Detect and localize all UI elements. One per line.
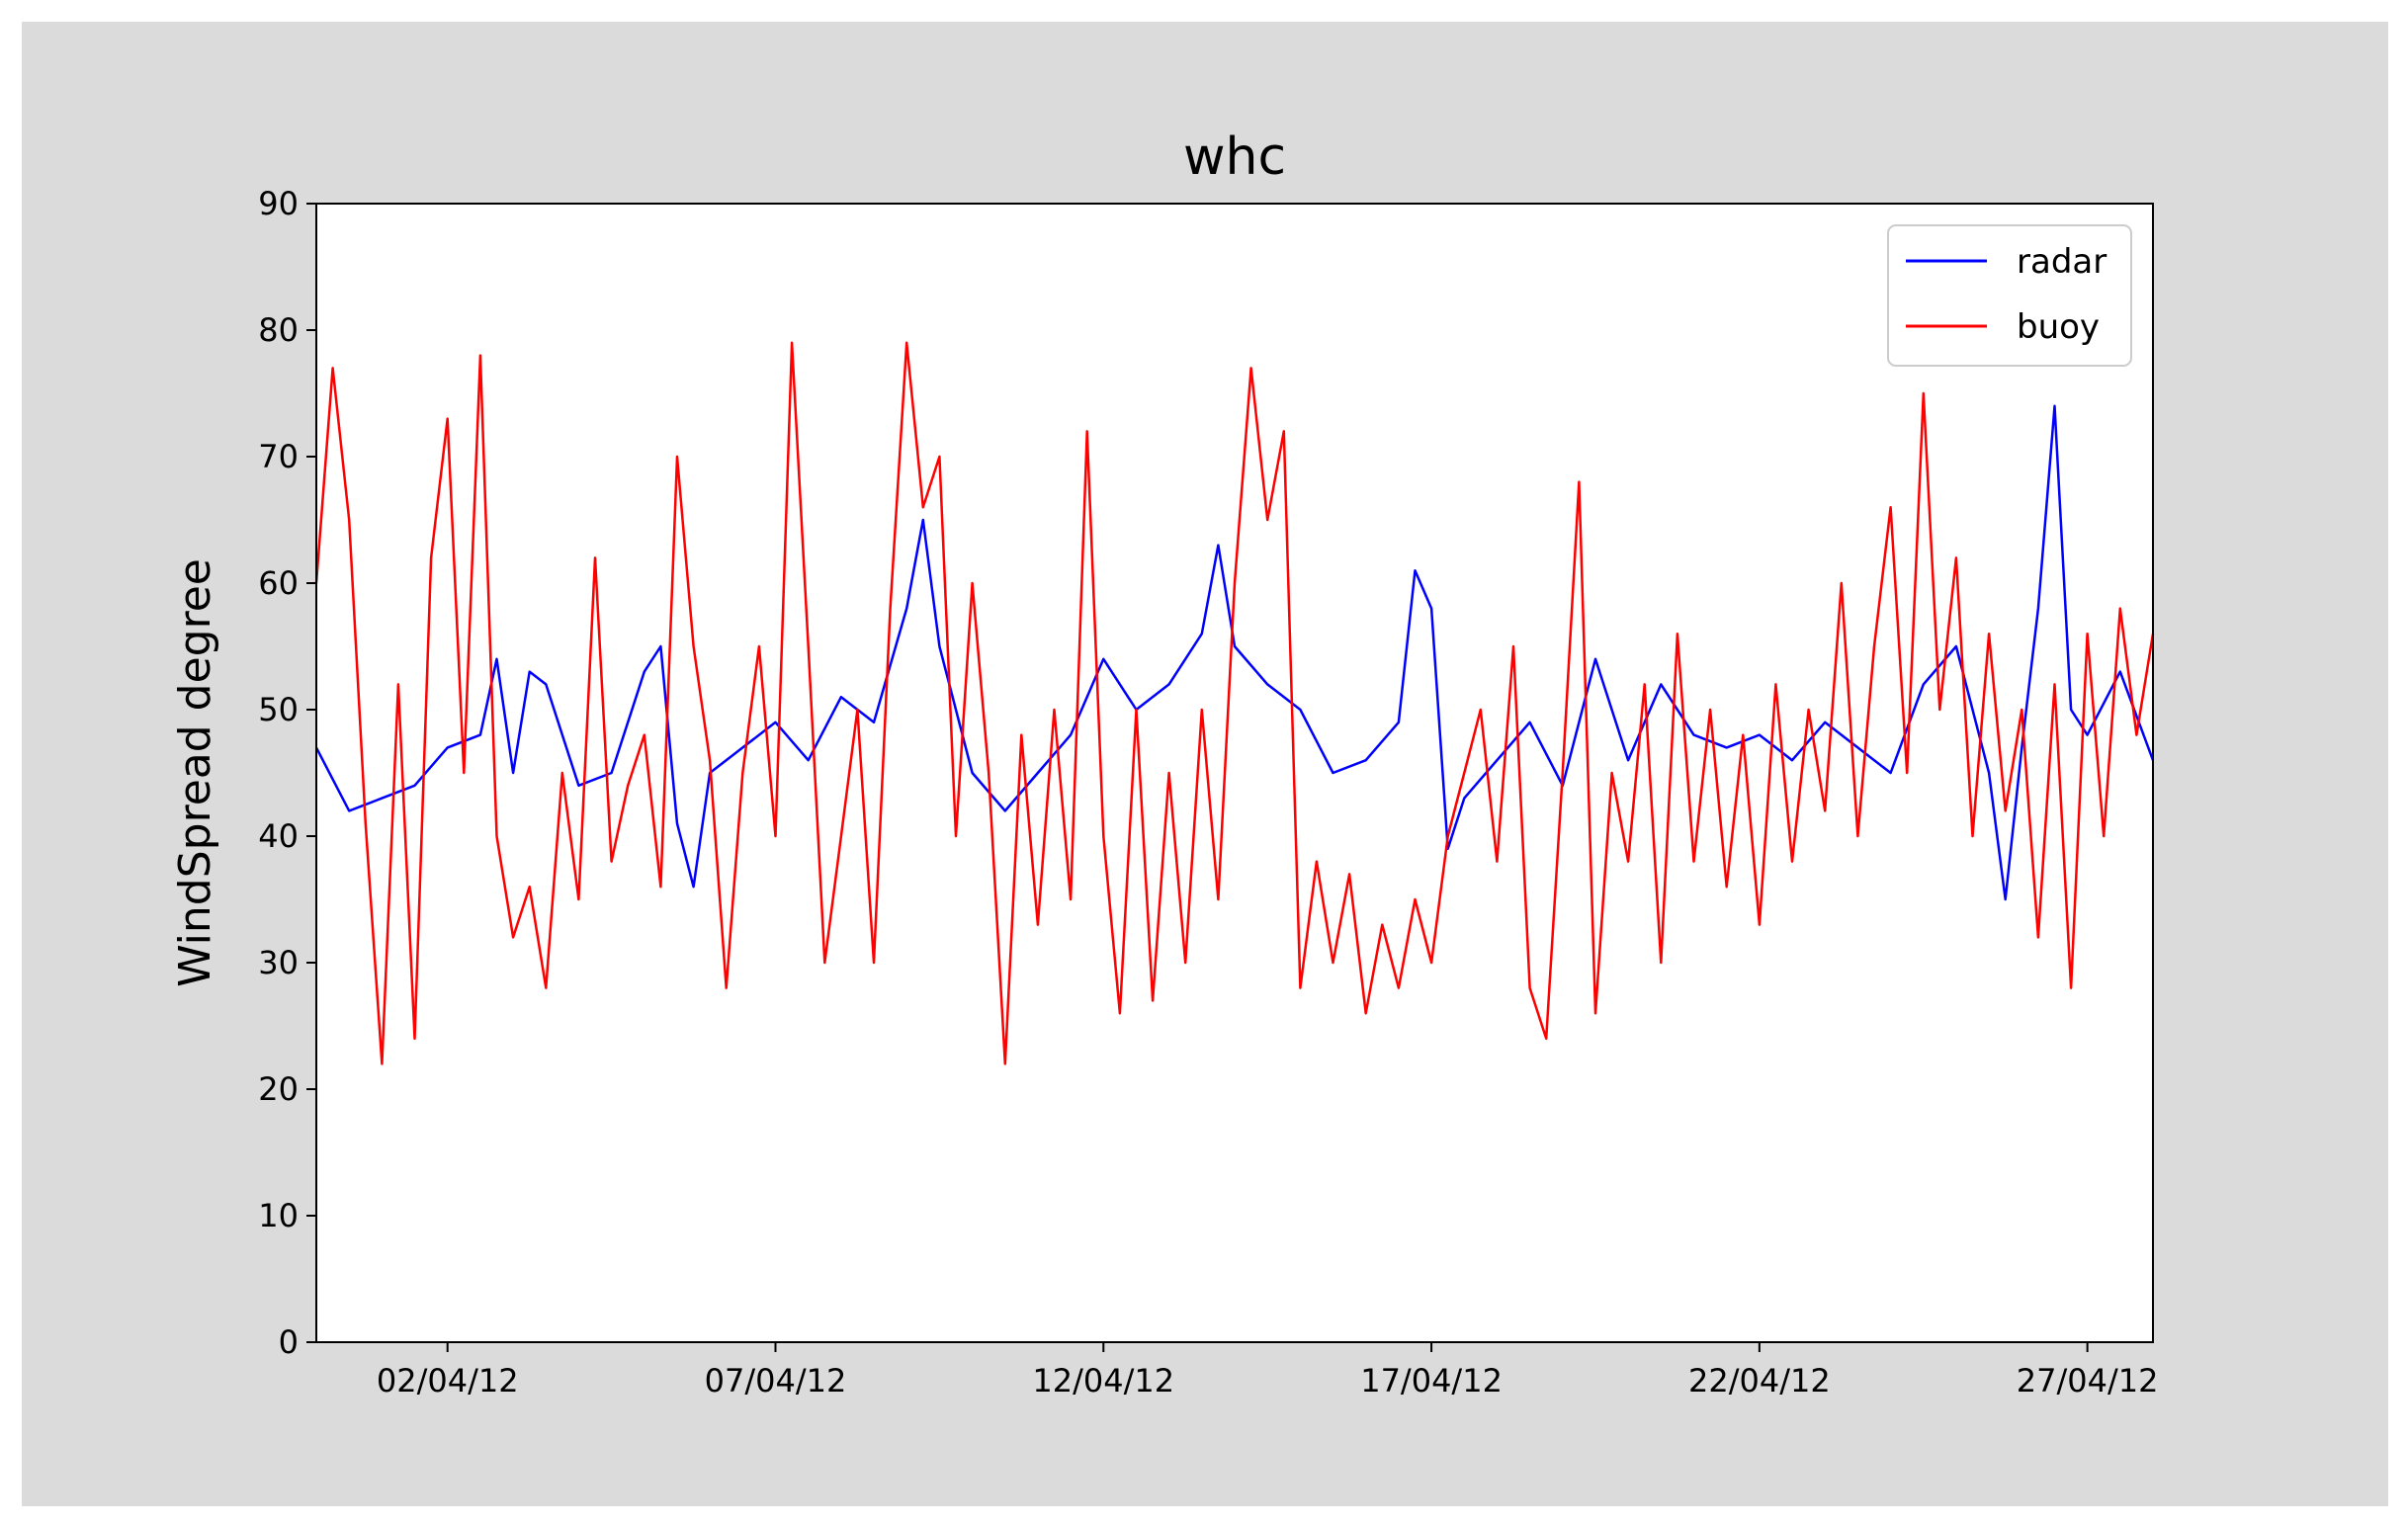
y-axis-label: WindSpread degree: [170, 558, 220, 987]
y-tick-label: 90: [258, 185, 299, 222]
y-tick-label: 50: [258, 691, 299, 728]
x-tick-label: 22/04/12: [1688, 1362, 1831, 1400]
y-tick-label: 60: [258, 564, 299, 602]
plot-frame: [315, 203, 2154, 1343]
x-tick-label: 17/04/12: [1360, 1362, 1503, 1400]
legend-label-buoy: buoy: [2017, 307, 2100, 347]
series-line-buoy: [314, 341, 2155, 1065]
series-line-radar: [314, 404, 2155, 901]
x-tick-label: 27/04/12: [2017, 1362, 2159, 1400]
y-tick-label: 40: [258, 817, 299, 855]
y-tick-label: 70: [258, 438, 299, 475]
x-tick-label: 07/04/12: [705, 1362, 847, 1400]
chart-title: whc: [1183, 127, 1286, 187]
legend: radar buoy: [1887, 224, 2132, 367]
x-tick-label: 02/04/12: [377, 1362, 519, 1400]
legend-label-radar: radar: [2017, 242, 2107, 282]
y-tick-label: 0: [279, 1323, 299, 1361]
y-tick-label: 30: [258, 944, 299, 981]
x-axis: 02/04/12 07/04/12 12/04/12 17/04/12 22/04/12…: [377, 1342, 2159, 1400]
y-tick-label: 20: [258, 1070, 299, 1108]
y-tick-label: 80: [258, 311, 299, 349]
y-tick-label: 10: [258, 1197, 299, 1234]
y-axis: 0 10 20 30 40 50 60 70 80 90: [258, 185, 316, 1361]
series-layer: [314, 341, 2155, 1065]
plot-area: [316, 204, 2153, 1342]
x-tick-label: 12/04/12: [1032, 1362, 1174, 1400]
